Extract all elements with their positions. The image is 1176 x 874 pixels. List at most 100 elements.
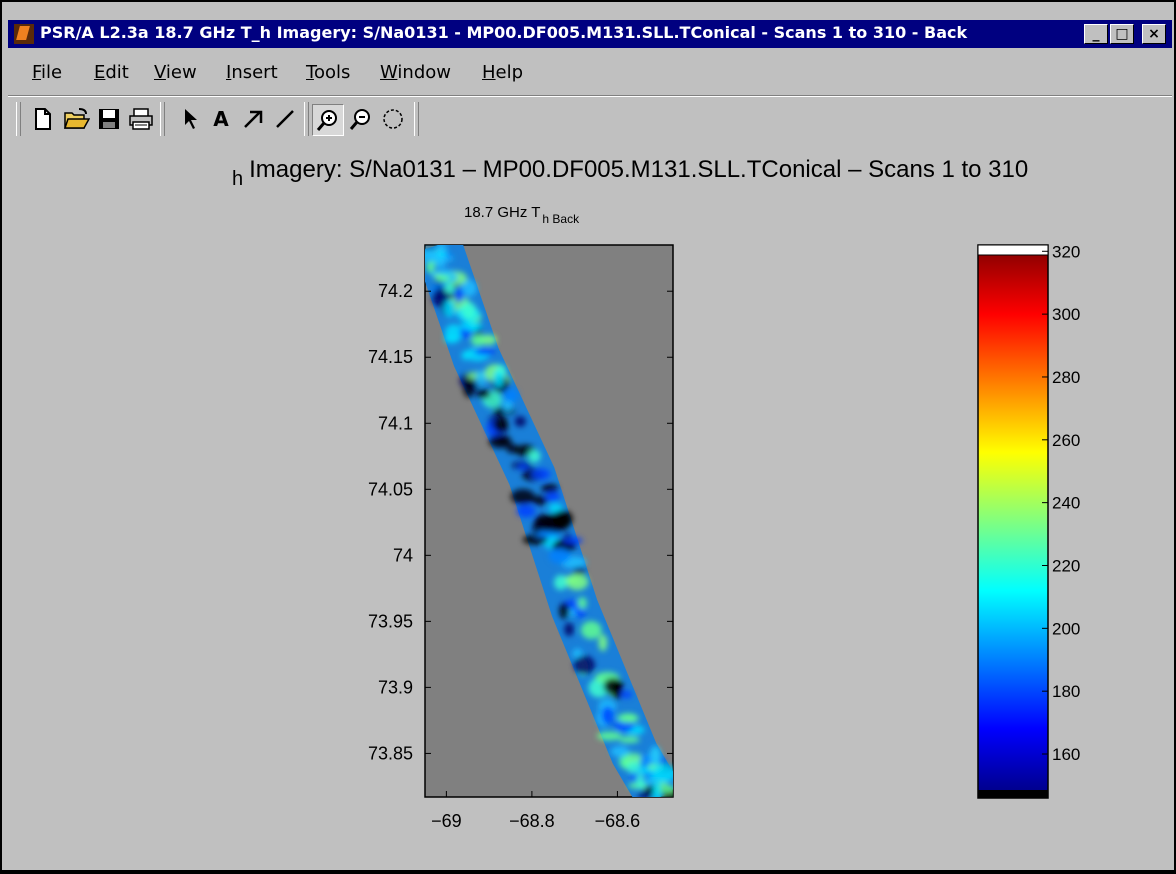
new-file-icon[interactable] <box>28 104 58 134</box>
swath-blotch <box>528 449 541 463</box>
swath-blotch <box>559 602 570 620</box>
line-icon[interactable] <box>270 104 300 134</box>
rotate-icon[interactable] <box>378 104 408 134</box>
swath-blotch <box>535 531 561 538</box>
swath-blotch <box>620 690 633 699</box>
colorbar-tick-label: 240 <box>1052 494 1080 513</box>
axes-title-main: 18.7 GHz T <box>464 204 541 221</box>
swath-blotch <box>444 283 456 294</box>
swath-blotch <box>636 767 653 774</box>
menu-insert-rest: nsert <box>231 62 278 83</box>
menu-edit-rest: dit <box>105 62 129 83</box>
menu-file[interactable]: File <box>32 62 63 83</box>
colorbar-tick-label: 220 <box>1052 556 1080 575</box>
swath-blotch <box>492 370 505 388</box>
menu-insert[interactable]: Insert <box>226 62 278 83</box>
zoom-in-icon[interactable] <box>312 104 344 136</box>
app-icon[interactable] <box>14 24 34 44</box>
open-folder-icon[interactable] <box>62 104 92 134</box>
x-tick-label: −69 <box>431 811 462 831</box>
close-button[interactable]: × <box>1142 24 1166 44</box>
zoom-out-icon[interactable] <box>346 104 376 134</box>
swath-blotch <box>463 378 476 398</box>
swath-blotch <box>635 773 645 789</box>
swath-blotch <box>572 648 583 659</box>
swath-blotch <box>652 764 673 783</box>
menu-help-rest: elp <box>495 62 524 83</box>
swath-blotch <box>459 321 483 331</box>
save-icon[interactable] <box>94 104 124 134</box>
text-icon[interactable]: A <box>213 107 229 131</box>
swath-blotch <box>497 436 508 445</box>
swath-blotch <box>649 745 662 766</box>
swath-blotch <box>577 596 587 610</box>
menu-view[interactable]: View <box>154 62 197 83</box>
y-tick-label: 73.85 <box>368 743 413 763</box>
menu-tools[interactable]: Tools <box>306 62 351 83</box>
swath-blotch <box>476 388 491 399</box>
menu-edit[interactable]: Edit <box>94 62 129 83</box>
menu-tools-rest: ools <box>313 62 351 83</box>
colorbar-bottom-band <box>978 790 1048 798</box>
maximize-button[interactable]: □ <box>1110 24 1134 44</box>
select-arrow-icon[interactable] <box>176 104 206 134</box>
swath-blotch <box>461 301 477 319</box>
colorbar-tick-label: 200 <box>1052 619 1080 638</box>
colorbar-axis: 160 180 200 220 240 260 280 300 320 <box>1042 242 1080 764</box>
swath-blotch <box>503 388 519 403</box>
swath-blotch <box>545 491 560 502</box>
title-bar[interactable]: PSR/A L2.3a 18.7 GHz T_h Imagery: S/Na01… <box>8 20 1172 48</box>
swath-blotch <box>470 334 485 346</box>
menu-separator <box>8 95 1172 96</box>
swath-blotch <box>443 335 460 344</box>
swath-blotch <box>510 488 535 505</box>
swath-blotch <box>580 621 602 640</box>
swath-blotch <box>495 425 509 433</box>
swath-blotch <box>652 782 662 797</box>
y-tick-label: 74.1 <box>378 413 413 433</box>
menu-bar: File Edit View Insert Tools Window Help <box>8 52 1172 94</box>
swath-texture <box>425 245 673 797</box>
swath-blotch <box>443 299 456 318</box>
swath-blotch <box>564 622 574 637</box>
swath-blotch <box>514 416 526 427</box>
swath-blotch <box>516 463 531 470</box>
swath-blotch <box>531 468 551 480</box>
colorbar[interactable] <box>977 244 1049 799</box>
colorbar-tick-label: 260 <box>1052 431 1080 450</box>
arrow-icon[interactable] <box>238 104 268 134</box>
minimize-button[interactable]: _ <box>1084 24 1108 44</box>
figure-title-prefix: h <box>232 168 244 190</box>
menu-window-rest: indow <box>397 62 451 83</box>
menu-window[interactable]: Window <box>380 62 451 83</box>
swath-blotch <box>502 399 513 413</box>
toolbar-grip[interactable] <box>16 102 21 136</box>
swath-blotch <box>596 731 622 741</box>
swath-blotch <box>516 504 536 518</box>
swath-blotch <box>541 483 559 494</box>
window-title: PSR/A L2.3a 18.7 GHz T_h Imagery: S/Na01… <box>40 23 968 42</box>
x-axis: −69 −68.8 −68.6 <box>431 791 640 831</box>
menu-file-rest: ile <box>41 62 63 83</box>
toolbar: A <box>16 98 496 140</box>
colorbar-tick-label: 320 <box>1052 242 1080 261</box>
toolbar-separator <box>304 102 309 136</box>
swath-blotch <box>454 288 464 303</box>
swath-blotch <box>475 370 487 388</box>
swath-blotch <box>603 678 624 695</box>
swath-blotch <box>562 537 583 545</box>
colorbar-tick-label: 180 <box>1052 682 1080 701</box>
figure-title: h Imagery: S/Na0131 – MP00.DF005.M131.SLL… <box>232 156 1028 190</box>
swath-blotch <box>531 495 548 506</box>
menu-separator-highlight <box>8 96 1172 97</box>
x-tick-label: −68.8 <box>509 811 555 831</box>
print-icon[interactable] <box>126 104 156 134</box>
swath-blotch <box>461 279 477 297</box>
swath-blotch <box>426 259 435 274</box>
swath-blotch <box>617 713 639 724</box>
menu-help[interactable]: Help <box>482 62 524 83</box>
swath-blotch <box>553 575 568 591</box>
y-tick-label: 74.2 <box>378 281 413 301</box>
